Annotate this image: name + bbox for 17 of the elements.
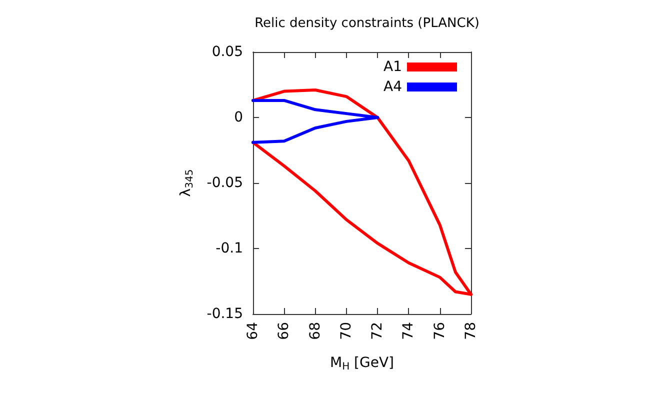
x-tick-label: 70 — [338, 322, 354, 340]
y-tick-label: -0.1 — [216, 240, 243, 256]
x-tick-label: 78 — [463, 322, 479, 340]
x-tick-label: 68 — [307, 322, 324, 340]
x-tick-label: 64 — [245, 322, 261, 340]
y-tick-label: -0.05 — [206, 175, 243, 191]
chart-title: Relic density constraints (PLANCK) — [254, 16, 480, 31]
legend-label: A4 — [384, 79, 402, 95]
x-tick-label: 66 — [276, 322, 292, 340]
y-axis-title: λ345 — [178, 169, 196, 197]
x-tick-label: 74 — [400, 322, 417, 340]
y-tick-label: 0 — [234, 110, 243, 126]
legend-label: A1 — [384, 59, 402, 75]
x-tick-label: 72 — [370, 322, 386, 340]
y-tick-label: 0.05 — [212, 44, 243, 60]
x-tick-label: 76 — [432, 322, 448, 340]
y-tick-label: -0.15 — [206, 306, 243, 322]
